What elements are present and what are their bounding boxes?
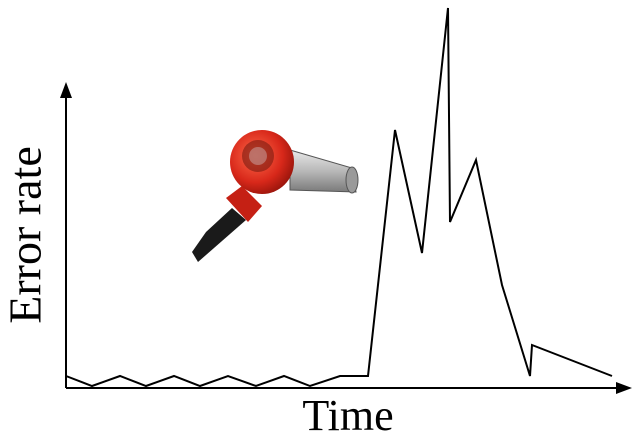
heat-gun-image <box>192 130 358 262</box>
x-axis-label: Time <box>302 391 393 438</box>
y-axis-arrow <box>60 82 72 98</box>
y-axis-label: Error rate <box>0 146 51 324</box>
error-trace <box>66 8 612 386</box>
x-axis-arrow <box>616 382 632 394</box>
diagram: Error rate Time <box>0 0 632 438</box>
